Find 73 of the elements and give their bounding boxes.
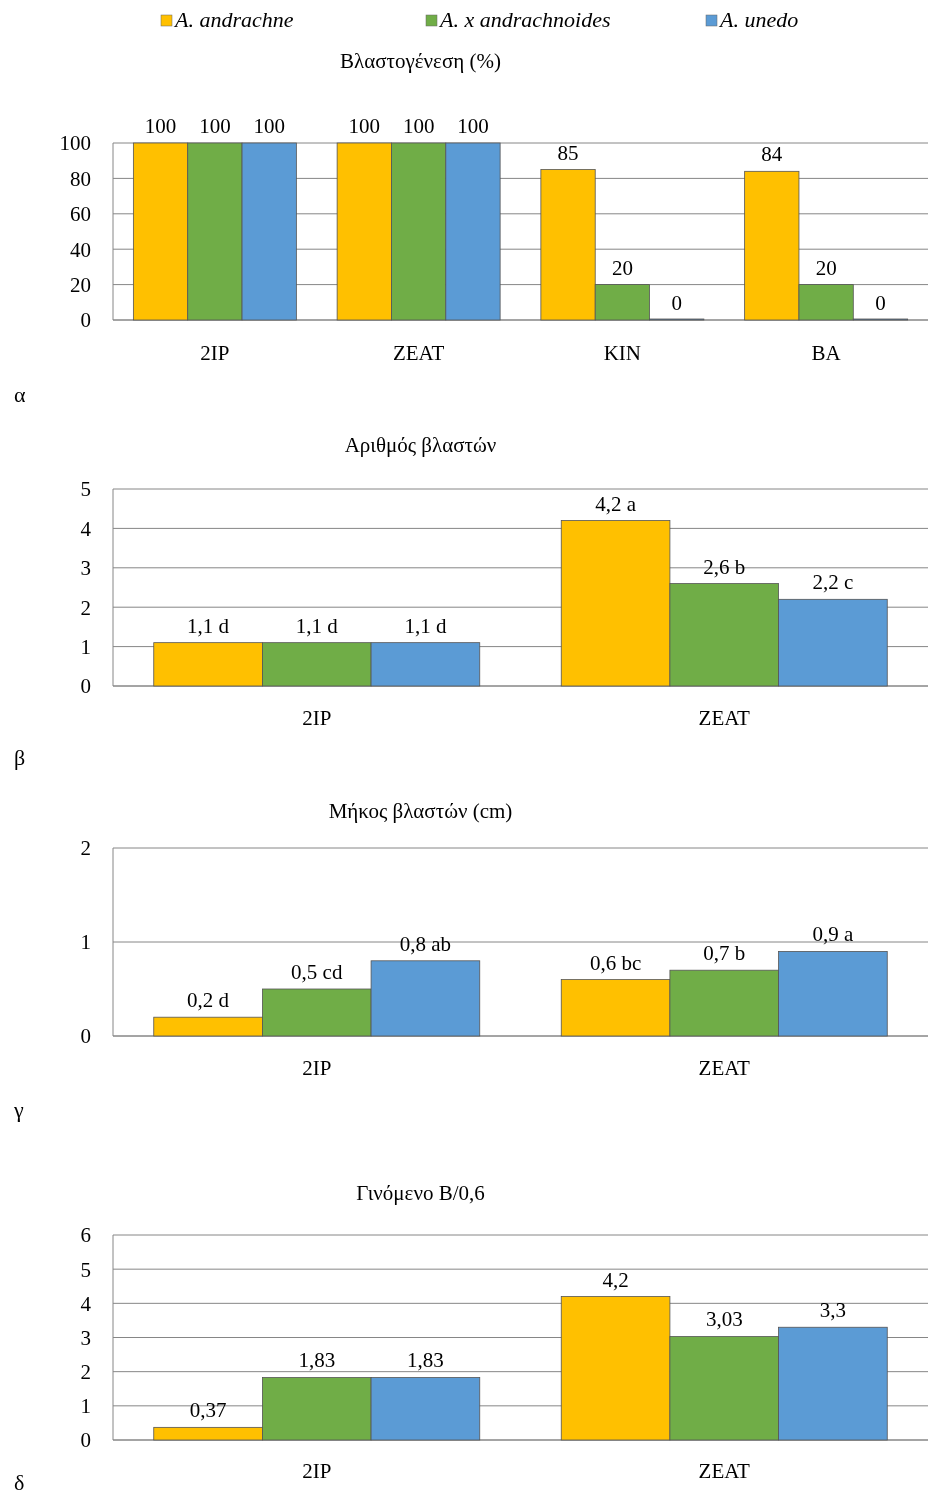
y-tick-label: 1: [80, 634, 91, 659]
chart-title: Μήκος βλαστών (cm): [328, 799, 513, 823]
data-label: 1,1 d: [187, 613, 230, 638]
data-label: 4,2 a: [595, 491, 637, 516]
y-tick-label: 80: [70, 166, 91, 191]
text: α: [14, 382, 26, 407]
x-tick-label: 2IP: [302, 706, 332, 730]
data-label: 84: [761, 142, 783, 167]
data-label: 0,37: [189, 1398, 227, 1423]
x-tick-label: ZEAT: [698, 1056, 751, 1080]
text: γ: [13, 1097, 24, 1122]
y-tick-label: 0: [80, 308, 91, 333]
data-label: 100: [253, 114, 285, 138]
text: β: [14, 745, 26, 770]
data-label: 1,83: [407, 1348, 444, 1373]
y-tick-label: 5: [80, 477, 91, 502]
data-label: 1,83: [298, 1348, 336, 1373]
data-label: 0,8 ab: [399, 931, 452, 956]
y-tick-label: 5: [80, 1257, 91, 1282]
data-label: 20: [815, 255, 837, 280]
data-label: 100: [348, 114, 381, 138]
y-tick-label: 3: [80, 1325, 91, 1350]
chart-title: Γινόμενο Β/0,6: [356, 1181, 485, 1205]
y-tick-label: 100: [59, 131, 91, 156]
chart-title: Αριθμός βλαστών: [344, 433, 497, 457]
data-label: 3,3: [819, 1298, 847, 1323]
data-label: 4,2: [602, 1267, 629, 1292]
data-label: 0,5 cd: [291, 960, 343, 984]
x-tick-label: KIN: [603, 341, 642, 365]
y-tick-label: 60: [70, 202, 91, 227]
data-label: 100: [402, 114, 435, 138]
y-tick-label: 4: [80, 1291, 92, 1316]
y-tick-label: 0: [80, 1024, 91, 1049]
data-label: 100: [457, 114, 489, 138]
data-label: 3,03: [705, 1307, 743, 1332]
y-tick-label: 4: [80, 516, 92, 541]
x-tick-label: BA: [811, 341, 842, 365]
y-tick-label: 0: [80, 674, 91, 699]
data-label: 1,1 d: [295, 613, 339, 638]
y-tick-label: 2: [80, 836, 91, 861]
data-label: 2,6 b: [703, 554, 746, 579]
y-tick-label: 6: [80, 1223, 91, 1248]
legend-label: A. andrachne: [173, 7, 294, 32]
data-label: 0,9 a: [812, 922, 854, 947]
data-label: 100: [144, 114, 177, 138]
data-label: 0: [671, 291, 682, 315]
y-tick-label: 2: [80, 1360, 91, 1385]
y-tick-label: 2: [80, 595, 91, 620]
y-tick-label: 3: [80, 556, 91, 581]
x-tick-label: ZEAT: [698, 706, 751, 730]
y-tick-label: 1: [80, 1394, 91, 1419]
text: δ: [14, 1470, 25, 1495]
y-tick-label: 0: [80, 1428, 91, 1453]
data-label: 0: [875, 291, 886, 315]
data-label: 0,6 bc: [589, 950, 642, 975]
data-label: 2,2 c: [812, 570, 854, 595]
y-tick-label: 20: [70, 272, 91, 297]
x-tick-label: 2IP: [302, 1056, 332, 1080]
x-tick-label: 2IP: [302, 1459, 332, 1483]
legend-label: A. x andrachnoides: [438, 7, 611, 32]
chart-title: Βλαστογένεση (%): [340, 49, 501, 73]
data-label: 0,7 b: [703, 941, 746, 966]
legend-label: A. unedo: [718, 7, 799, 32]
data-label: 1,1 d: [404, 613, 447, 638]
x-tick-label: ZEAT: [698, 1459, 751, 1483]
data-label: 20: [611, 255, 633, 280]
data-label: 100: [199, 114, 231, 138]
x-tick-label: ZEAT: [392, 341, 445, 365]
x-tick-label: 2IP: [200, 341, 230, 365]
data-label: 0,2 d: [187, 988, 230, 1013]
y-tick-label: 40: [70, 237, 91, 262]
data-label: 85: [557, 140, 579, 165]
y-tick-label: 1: [80, 930, 91, 955]
